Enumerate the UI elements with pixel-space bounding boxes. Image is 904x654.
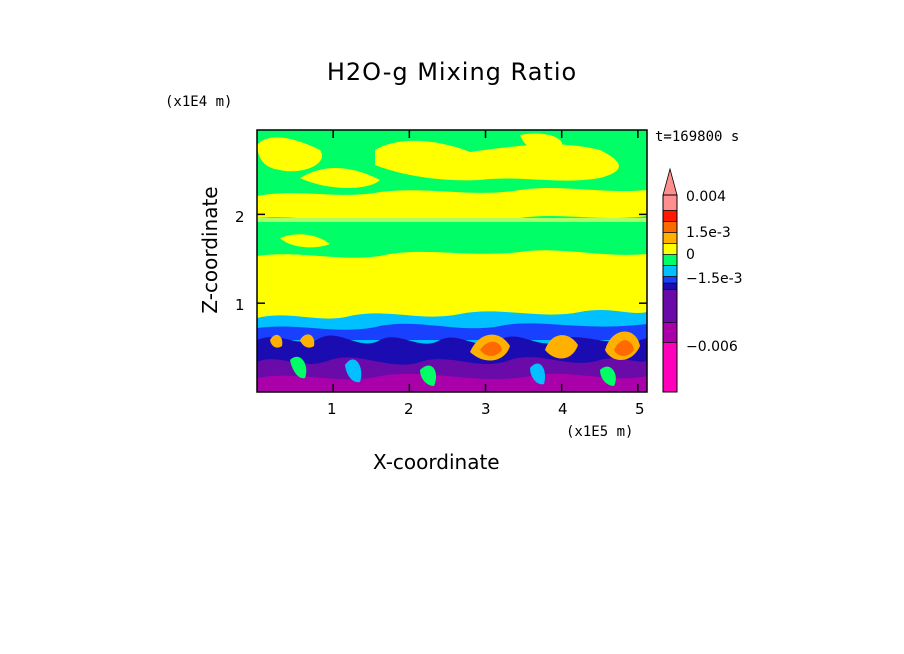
- colorbar-label-neg-0.006: −0.006: [686, 339, 738, 355]
- field-core: [545, 335, 578, 359]
- colorbar-swatch-10: [662, 210, 678, 222]
- field-core: [300, 334, 315, 348]
- colorbar-swatch-4: [662, 276, 678, 284]
- x-tick-label-2: 2: [404, 400, 414, 418]
- field-patch: [420, 365, 437, 386]
- heatmap-field: [257, 130, 647, 392]
- field-patch: [600, 366, 616, 386]
- colorbar-swatch-7: [662, 243, 678, 255]
- x-tick-label-5: 5: [635, 400, 645, 418]
- colorbar-swatch-11: [662, 194, 678, 211]
- colorbar: [662, 167, 678, 393]
- field-core: [480, 341, 502, 356]
- y-axis-unit: (x1E4 m): [165, 94, 233, 110]
- x-tick-label-1: 1: [327, 400, 337, 418]
- axis-ticks: [257, 130, 647, 392]
- colorbar-label-1.5e-3: 1.5e-3: [686, 225, 731, 241]
- field-patch: [520, 133, 563, 154]
- field-core: [614, 340, 634, 356]
- colorbar-label-neg-1.5e-3: −1.5e-3: [686, 271, 743, 287]
- field-band-lower: [257, 250, 647, 322]
- y-tick-label-1: 1: [235, 296, 245, 314]
- colorbar-swatch-5: [662, 265, 678, 277]
- colorbar-overflow-triangle: [662, 167, 678, 196]
- time-label: t=169800 s: [655, 129, 740, 145]
- x-tick-label-4: 4: [558, 400, 568, 418]
- field-patch: [300, 168, 380, 188]
- colorbar-swatch-2: [662, 289, 678, 323]
- colorbar-swatch-3: [662, 282, 678, 290]
- colorbar-label-0.004: 0.004: [686, 189, 727, 205]
- colorbar-frame: [662, 194, 678, 393]
- chart-title: H2O-g Mixing Ratio: [326, 58, 578, 86]
- field-core: [270, 334, 283, 348]
- x-tick-label-3: 3: [481, 400, 491, 418]
- plot-frame: [256, 129, 648, 393]
- colorbar-label-0: 0: [686, 247, 695, 263]
- colorbar-swatch-9: [662, 221, 678, 233]
- field-band-blue: [257, 323, 647, 340]
- field-line: [257, 218, 647, 222]
- field-patch: [290, 356, 307, 379]
- x-axis-unit: (x1E5 m): [566, 424, 634, 440]
- field-band-upper: [257, 188, 647, 222]
- field-patch: [257, 137, 322, 172]
- field-band-magenta: [257, 373, 647, 392]
- colorbar-swatch-6: [662, 254, 678, 266]
- colorbar-swatch-0: [662, 342, 678, 393]
- field-patch: [280, 234, 330, 248]
- field-patch: [530, 363, 546, 385]
- colorbar-swatch-1: [662, 322, 678, 343]
- y-tick-label-2: 2: [235, 208, 245, 226]
- x-axis-label: X-coordinate: [373, 450, 500, 474]
- field-patch: [345, 359, 362, 383]
- colorbar-swatch-8: [662, 232, 678, 244]
